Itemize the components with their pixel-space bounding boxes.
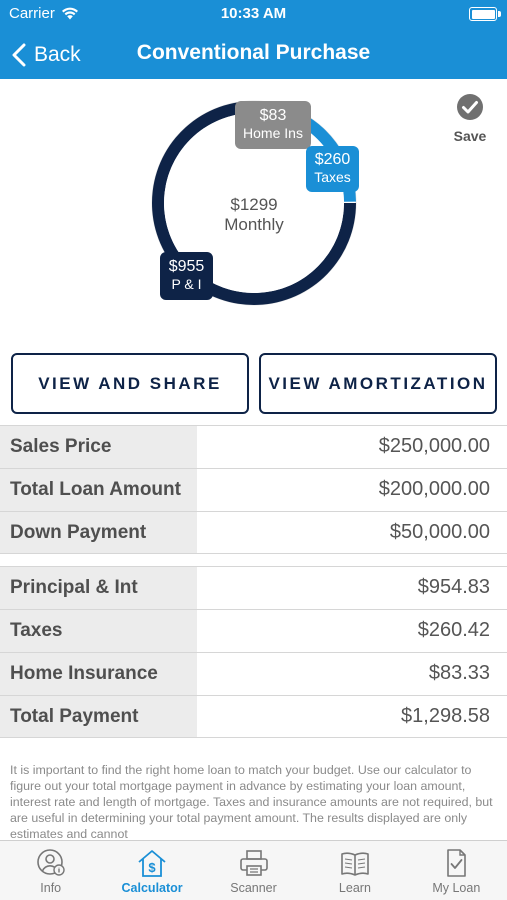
disclaimer-text: It is important to find the right home l… xyxy=(10,763,493,840)
pi-callout: $955 P & I xyxy=(160,252,213,300)
row-value: $1,298.58 xyxy=(197,696,507,737)
table-row: Total Payment $1,298.58 xyxy=(0,695,507,738)
row-label: Total Loan Amount xyxy=(0,469,197,511)
battery-icon xyxy=(469,7,501,21)
row-label: Home Insurance xyxy=(0,653,197,695)
row-value: $50,000.00 xyxy=(197,512,507,553)
table-row: Principal & Int $954.83 xyxy=(0,566,507,609)
row-value: $250,000.00 xyxy=(197,426,507,468)
row-label: Principal & Int xyxy=(0,567,197,609)
tab-info[interactable]: Info xyxy=(0,841,101,900)
checkmark-circle-icon xyxy=(457,94,483,120)
tab-label: My Loan xyxy=(432,881,481,895)
document-check-icon xyxy=(447,849,467,877)
carrier-info: Carrier xyxy=(9,5,79,22)
save-button[interactable]: Save xyxy=(448,93,492,144)
tab-calculator[interactable]: $ Calculator xyxy=(101,841,202,900)
row-label: Sales Price xyxy=(0,426,197,468)
tab-label: Learn xyxy=(338,881,371,895)
tab-label: Info xyxy=(40,881,62,895)
chevron-left-icon xyxy=(12,43,26,66)
svg-text:$: $ xyxy=(148,860,156,875)
taxes-label: Taxes xyxy=(314,169,351,186)
tab-my-loan[interactable]: My Loan xyxy=(406,841,507,900)
view-amortization-button[interactable]: VIEW AMORTIZATION xyxy=(259,353,497,414)
taxes-amount: $260 xyxy=(314,151,351,168)
table-row: Total Loan Amount $200,000.00 xyxy=(0,468,507,511)
status-time: 10:33 AM xyxy=(220,5,287,22)
table-row: Down Payment $50,000.00 xyxy=(0,511,507,554)
tab-bar: Info $ Calculator Scanner xyxy=(0,840,507,900)
tab-label: Scanner xyxy=(230,881,277,895)
tab-learn[interactable]: Learn xyxy=(304,841,405,900)
printer-icon xyxy=(239,850,268,876)
carrier-label: Carrier xyxy=(9,5,55,22)
table-row: Sales Price $250,000.00 xyxy=(0,425,507,468)
row-value: $200,000.00 xyxy=(197,469,507,511)
pi-label: P & I xyxy=(171,276,202,293)
info-person-icon xyxy=(36,849,65,876)
tab-label: Calculator xyxy=(121,881,183,895)
save-label: Save xyxy=(453,128,487,144)
page-title: Conventional Purchase xyxy=(136,41,371,64)
calculator-house-icon: $ xyxy=(138,850,166,877)
row-label: Total Payment xyxy=(0,696,197,737)
monthly-total-label: Monthly xyxy=(224,215,284,234)
book-icon xyxy=(341,852,369,876)
table-row: Home Insurance $83.33 xyxy=(0,652,507,695)
monthly-total-amount: $1299 xyxy=(230,195,278,214)
row-value: $954.83 xyxy=(197,567,507,609)
back-button[interactable]: Back xyxy=(12,30,81,79)
row-label: Down Payment xyxy=(0,512,197,553)
row-label: Taxes xyxy=(0,610,197,652)
pi-amount: $955 xyxy=(168,258,205,275)
tab-scanner[interactable]: Scanner xyxy=(203,841,304,900)
status-bar: Carrier 10:33 AM xyxy=(0,0,507,30)
taxes-callout: $260 Taxes xyxy=(306,146,359,192)
table-row: Taxes $260.42 xyxy=(0,609,507,652)
loan-summary-table: Sales Price $250,000.00 Total Loan Amoun… xyxy=(0,425,507,554)
payment-breakdown-chart: $1299 Monthly $83 Home Ins $260 Taxes $9… xyxy=(0,79,507,351)
home-ins-callout: $83 Home Ins xyxy=(235,101,311,149)
navigation-bar: Back Conventional Purchase xyxy=(0,30,507,79)
row-value: $83.33 xyxy=(197,653,507,695)
row-value: $260.42 xyxy=(197,610,507,652)
back-label: Back xyxy=(34,42,81,66)
view-and-share-button[interactable]: VIEW AND SHARE xyxy=(11,353,249,414)
home-ins-amount: $83 xyxy=(259,107,287,124)
wifi-icon xyxy=(61,7,78,20)
payment-summary-table: Principal & Int $954.83 Taxes $260.42 Ho… xyxy=(0,566,507,738)
home-ins-label: Home Ins xyxy=(243,125,303,142)
